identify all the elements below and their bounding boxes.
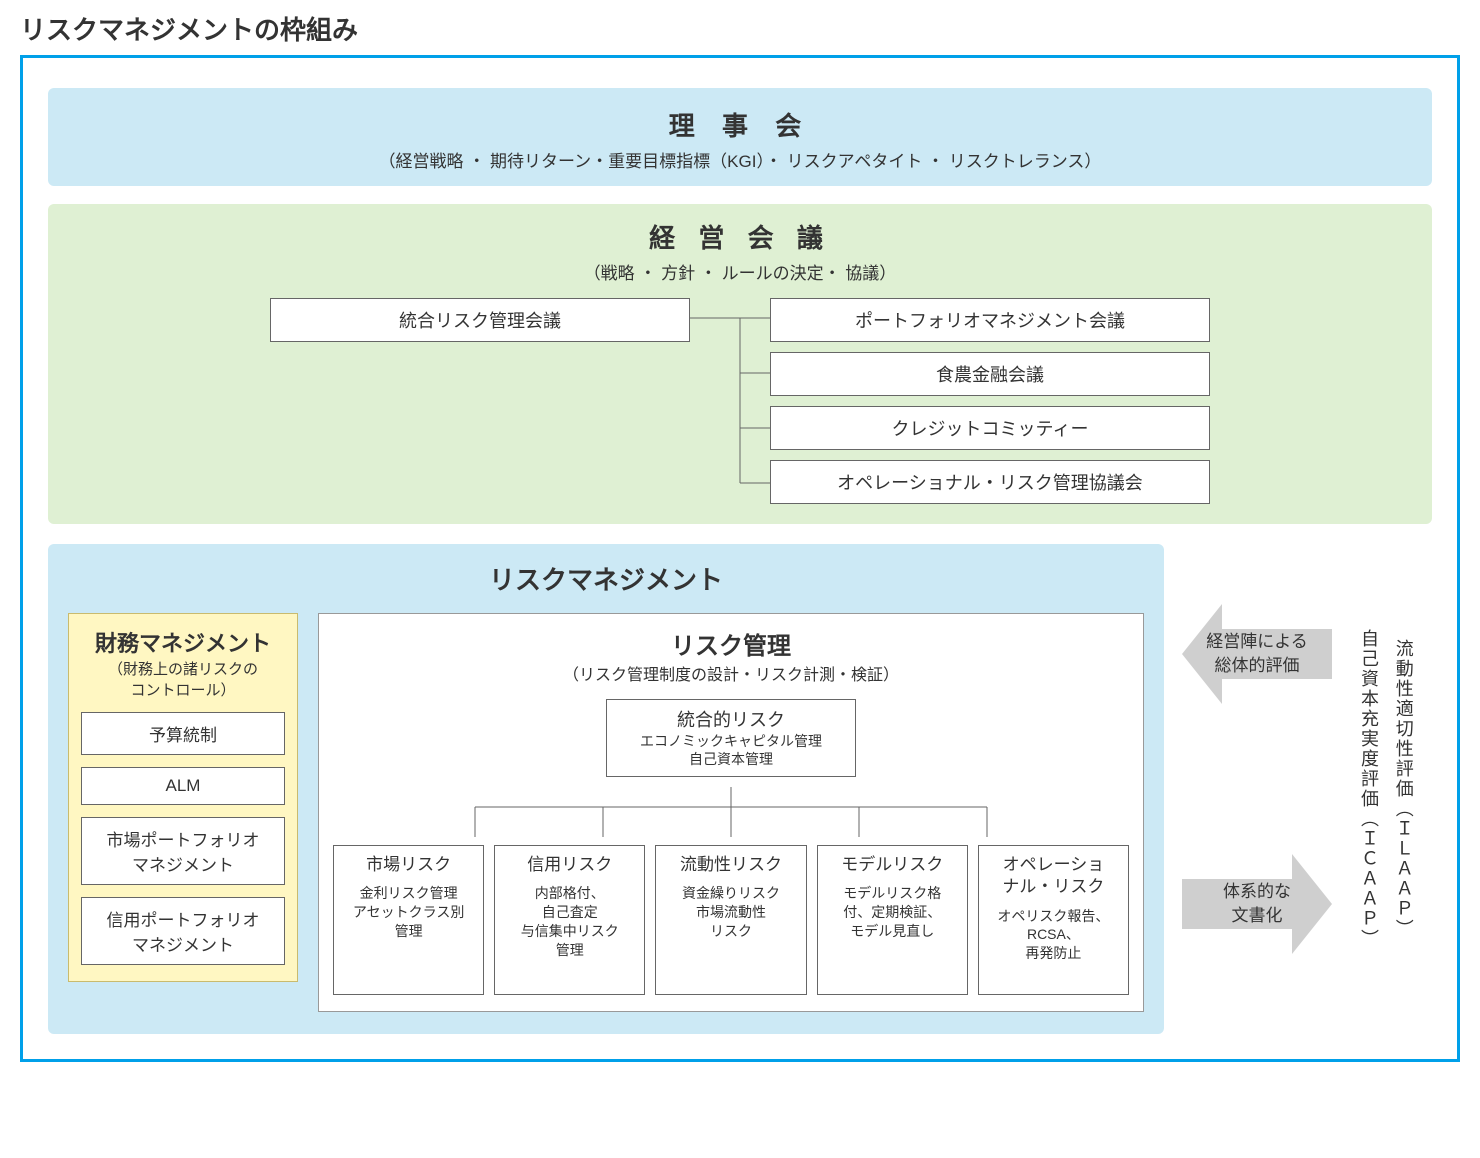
fin-title: 財務マネジメント [81, 626, 285, 658]
leaf-sub: モデルリスク格付、定期検証、モデル見直し [822, 884, 963, 941]
vert-ilaap: 流動性適切性評価（ＩＬＡＡＰ） [1389, 639, 1418, 939]
risk-control-box: リスク管理 （リスク管理制度の設計・リスク計測・検証） 統合的リスク エコノミッ… [318, 613, 1144, 1012]
leaf-title: 市場リスク [338, 854, 479, 876]
fin-sub-2: コントロール） [130, 682, 235, 699]
committee-operational: オペレーショナル・リスク管理協議会 [770, 460, 1210, 504]
fin-sub: （財務上の諸リスクの コントロール） [81, 658, 285, 700]
leaf-sub: オペリスク報告、RCSA、再発防止 [983, 907, 1124, 964]
integrated-sub2: 自己資本管理 [615, 750, 847, 768]
arrow-bottom: 体系的な文書化 [1182, 834, 1332, 974]
leaf-sub: 金利リスク管理アセットクラス別管理 [338, 884, 479, 941]
leaf-title: 信用リスク [499, 854, 640, 876]
leaf-title: モデルリスク [822, 854, 963, 876]
leaf-title: オペレーショナル・リスク [983, 854, 1124, 898]
vert-icaap: 自己資本充実度評価（ＩＣＡＡＰ） [1354, 629, 1383, 949]
arrow-top-label: 経営陣による総体的評価 [1182, 630, 1332, 678]
risk-tree-connectors [411, 787, 1051, 837]
committee-portfolio: ポートフォリオマネジメント会議 [770, 298, 1210, 342]
leaf-title: 流動性リスク [660, 854, 801, 876]
vertical-labels: 自己資本充実度評価（ＩＣＡＡＰ） 流動性適切性評価（ＩＬＡＡＰ） [1340, 544, 1432, 1034]
arrow-stack: 経営陣による総体的評価 体系的な文書化 [1182, 544, 1332, 1034]
arrow-top: 経営陣による総体的評価 [1182, 584, 1332, 724]
arrow-bottom-label: 体系的な文書化 [1182, 881, 1332, 929]
risk-ctrl-title: リスク管理 [333, 626, 1129, 661]
mgmt-subtitle: （戦略 ・ 方針 ・ ルールの決定・ 協議） [68, 259, 1412, 284]
leaf-market-risk: 市場リスク 金利リスク管理アセットクラス別管理 [333, 845, 484, 995]
leaf-operational-risk: オペレーショナル・リスク オペリスク報告、RCSA、再発防止 [978, 845, 1129, 995]
risk-ctrl-sub: （リスク管理制度の設計・リスク計測・検証） [333, 661, 1129, 685]
committee-food-agri: 食農金融会議 [770, 352, 1210, 396]
risk-management-outer: リスクマネジメント 財務マネジメント （財務上の諸リスクの コントロール） 予算… [48, 544, 1164, 1034]
integrated-risk-box: 統合的リスク エコノミックキャピタル管理 自己資本管理 [606, 699, 856, 777]
board-box: 理 事 会 （経営戦略 ・ 期待リターン・重要目標指標（KGI）・ リスクアペタ… [48, 88, 1432, 186]
committee-integrated-risk: 統合リスク管理会議 [270, 298, 690, 342]
framework-frame: 理 事 会 （経営戦略 ・ 期待リターン・重要目標指標（KGI）・ リスクアペタ… [20, 55, 1460, 1062]
committee-left-col: 統合リスク管理会議 [270, 298, 690, 504]
management-meeting-box: 経 営 会 議 （戦略 ・ 方針 ・ ルールの決定・ 協議） 統合リスク管理会議… [48, 204, 1432, 524]
committee-credit: クレジットコミッティー [770, 406, 1210, 450]
mgmt-title: 経 営 会 議 [68, 218, 1412, 255]
side-column: 経営陣による総体的評価 体系的な文書化 自己資本充実度評価（ＩＣＡＡＰ） 流動性… [1182, 544, 1432, 1034]
lower-row: リスクマネジメント 財務マネジメント （財務上の諸リスクの コントロール） 予算… [48, 544, 1432, 1034]
page-title: リスクマネジメントの枠組み [20, 10, 1460, 47]
fin-item-market-portfolio: 市場ポートフォリオマネジメント [81, 817, 285, 885]
integrated-sub1: エコノミックキャピタル管理 [615, 732, 847, 750]
board-title: 理 事 会 [60, 106, 1420, 143]
committee-right-col: ポートフォリオマネジメント会議 食農金融会議 クレジットコミッティー オペレーシ… [770, 298, 1210, 504]
board-subtitle: （経営戦略 ・ 期待リターン・重要目標指標（KGI）・ リスクアペタイト ・ リ… [60, 147, 1420, 172]
leaf-sub: 内部格付、自己査定与信集中リスク管理 [499, 884, 640, 960]
leaf-sub: 資金繰りリスク市場流動性リスク [660, 884, 801, 941]
fin-sub-1: （財務上の諸リスクの [108, 661, 258, 678]
leaf-model-risk: モデルリスク モデルリスク格付、定期検証、モデル見直し [817, 845, 968, 995]
fin-item-credit-portfolio: 信用ポートフォリオマネジメント [81, 897, 285, 965]
financial-management-box: 財務マネジメント （財務上の諸リスクの コントロール） 予算統制 ALM 市場ポ… [68, 613, 298, 982]
risk-mgmt-inner: 財務マネジメント （財務上の諸リスクの コントロール） 予算統制 ALM 市場ポ… [68, 613, 1144, 1012]
risk-leaves-row: 市場リスク 金利リスク管理アセットクラス別管理 信用リスク 内部格付、自己査定与… [333, 845, 1129, 995]
leaf-liquidity-risk: 流動性リスク 資金繰りリスク市場流動性リスク [655, 845, 806, 995]
fin-item-budget: 予算統制 [81, 712, 285, 755]
leaf-credit-risk: 信用リスク 内部格付、自己査定与信集中リスク管理 [494, 845, 645, 995]
fin-item-alm: ALM [81, 767, 285, 805]
integrated-title: 統合的リスク [615, 706, 847, 732]
risk-mgmt-title: リスクマネジメント [68, 560, 1144, 597]
committees-row: 統合リスク管理会議 ポートフォリオマネジメント会議 食農金融会議 クレジットコミ… [68, 298, 1412, 504]
